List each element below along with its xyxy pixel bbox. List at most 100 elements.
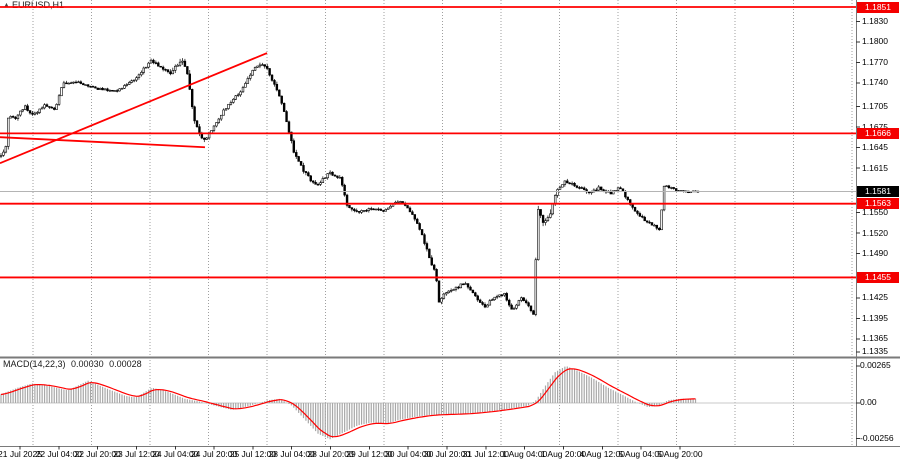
candle-body [60,87,63,97]
candle-body [302,165,305,172]
price-axis-label: 1.1740 [862,77,888,88]
candle-body [476,295,479,301]
candle-body [212,125,216,131]
candle-body [84,84,87,86]
candle-body [215,122,218,127]
candle-body [205,137,208,140]
time-axis-label: 22 Jul 04:00 [35,449,82,459]
candle-body [103,88,107,91]
candle-body [331,171,334,176]
candle-body [491,299,494,301]
time-axis-label: 23 Jul 12:00 [113,449,160,459]
candle-body [128,82,131,85]
candle-body [287,121,291,133]
candle-body [50,106,54,109]
candle-body [568,182,571,185]
candle-body [256,65,259,68]
borders-layer [0,0,900,447]
descending-trendline[interactable] [0,136,206,149]
candle-body [99,87,102,90]
trendlines-layer [0,52,268,165]
candle-body [48,106,51,108]
candle-body [157,62,160,67]
candle-body [645,220,649,223]
candle-body [418,223,421,230]
candle-body [311,180,315,183]
candle-body [176,64,179,67]
candle-body [11,116,15,118]
candle-body [253,67,257,71]
candle-body [181,60,184,63]
candle-body [261,64,264,66]
price-axis-label: 1.1770 [862,56,888,67]
candle-body [573,182,576,187]
candle-body [619,187,622,190]
candle-body [655,224,659,229]
ascending-trendline[interactable] [0,52,268,165]
candle-body [137,74,141,78]
candle-body [580,187,584,189]
candle-body [396,201,400,204]
candle-body [471,289,475,294]
candle-body [220,114,223,120]
candle-body [384,209,387,212]
candle-body [524,300,528,304]
candle-body [440,298,443,303]
candle-body [258,64,262,67]
macd-main-value: 0.00030 [71,359,104,369]
candle-body [278,89,281,97]
candle-body [386,207,390,210]
candle-body [416,218,419,224]
macd-signal-value: 0.00028 [109,359,142,369]
candle-body [149,59,153,64]
candle-body [270,74,274,81]
candle-body [457,286,460,289]
candle-body [123,85,126,89]
axis-ticks-layer [19,20,860,450]
candle-body [86,84,90,87]
candle-body [549,213,552,218]
candle-body [493,296,496,300]
candle-body [164,69,167,71]
candle-body [268,68,271,76]
candle-body [389,205,392,209]
time-axis-label: 5 Aug 04:00 [618,449,664,459]
candle-body [57,95,61,105]
candle-body [447,290,450,294]
candle-body [658,227,661,231]
candle-body [353,208,356,211]
candle-body [314,181,317,185]
candle-body [72,81,75,84]
candle-body [111,89,114,92]
candle-body [297,156,300,162]
candle-body [445,292,448,295]
candle-body [38,108,41,113]
macd-axis-label: -0.00256 [860,433,894,444]
candle-body [45,104,49,107]
time-axis-label: 21 Jul 2025 [0,449,42,459]
candle-body [544,220,547,223]
candle-body [232,98,235,103]
time-axis-label: 31 Jul 12:00 [462,449,509,459]
candle-body [161,66,165,70]
candle-body [62,82,66,88]
candle-body [575,185,579,188]
candle-body [234,95,237,100]
candle-body [244,83,247,88]
time-axis-label: 24 Jul 20:00 [190,449,238,459]
candle-body [239,91,242,96]
candle-body [495,295,499,298]
candle-body [355,210,358,212]
candle-body [370,208,373,210]
candle-body [285,111,288,123]
candle-body [551,203,554,215]
candle-body [357,211,361,213]
candle-body [498,294,501,297]
candle-body [437,280,441,303]
candle-body [263,64,266,67]
candle-body [505,293,508,301]
candle-body [507,299,511,306]
candle-body [333,174,337,177]
